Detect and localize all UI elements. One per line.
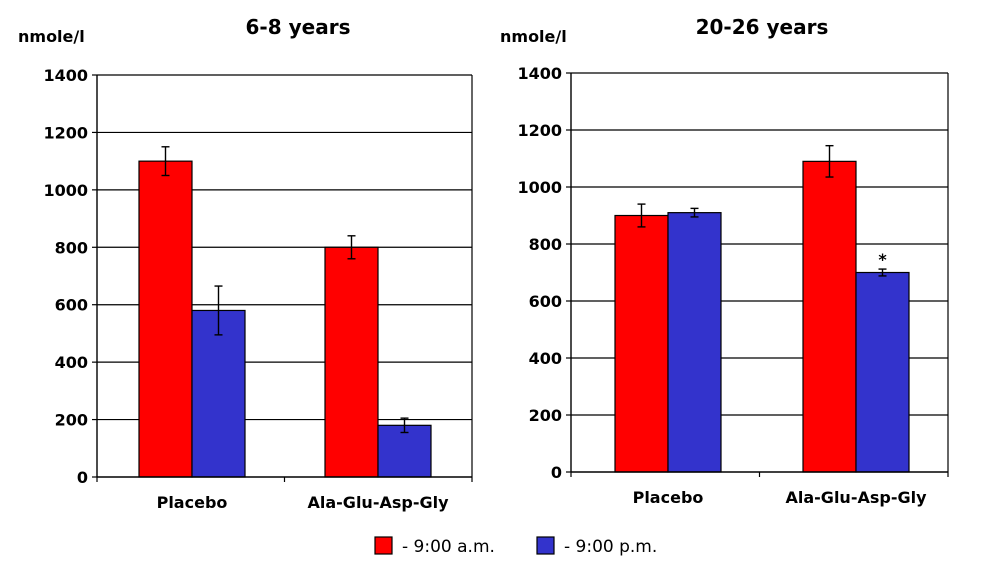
bar <box>324 246 379 478</box>
y-tick-label: 800 <box>529 235 562 254</box>
x-category-label: Ala-Glu-Asp-Gly <box>786 488 928 507</box>
y-tick-label: 400 <box>55 353 88 372</box>
y-axis-label: nmole/l <box>500 27 567 46</box>
y-tick-label: 400 <box>529 349 562 368</box>
y-tick-label: 1000 <box>517 178 562 197</box>
y-tick-label: 0 <box>551 463 562 482</box>
y-tick-label: 1000 <box>43 181 88 200</box>
legend-label: - 9:00 a.m. <box>402 537 495 557</box>
y-tick-label: 0 <box>77 468 88 487</box>
legend-swatch <box>536 536 555 555</box>
chart-title: 20-26 years <box>696 15 829 39</box>
y-tick-label: 1200 <box>517 121 562 140</box>
x-category-label: Ala-Glu-Asp-Gly <box>308 493 450 512</box>
chart-title: 6-8 years <box>246 15 351 39</box>
y-axis-label: nmole/l <box>18 27 85 46</box>
bar <box>855 271 910 473</box>
bar <box>614 214 669 473</box>
chart-panel-2: 20-26 years nmole/l 0 200 400 600 800 1000 1200 1… <box>500 15 949 507</box>
y-tick-label: 600 <box>55 296 88 315</box>
y-tick-label: 600 <box>529 292 562 311</box>
legend-swatch <box>374 536 393 555</box>
y-tick-label: 200 <box>55 411 88 430</box>
y-tick-label: 200 <box>529 406 562 425</box>
legend-label: - 9:00 p.m. <box>564 537 657 557</box>
y-tick-label: 1200 <box>43 123 88 142</box>
chart-panel-1: 6-8 years nmole/l 0 200 400 600 800 1000 1200 140… <box>18 15 473 512</box>
bar <box>667 212 722 473</box>
y-tick-label: 1400 <box>43 66 88 85</box>
significance-marker: * <box>878 250 887 269</box>
legend: - 9:00 a.m. - 9:00 p.m. <box>374 536 657 557</box>
y-tick-label: 800 <box>55 238 88 257</box>
bar <box>802 160 857 473</box>
x-category-label: Placebo <box>157 493 228 512</box>
x-category-label: Placebo <box>633 488 704 507</box>
bar <box>138 160 193 478</box>
y-tick-label: 1400 <box>517 64 562 83</box>
